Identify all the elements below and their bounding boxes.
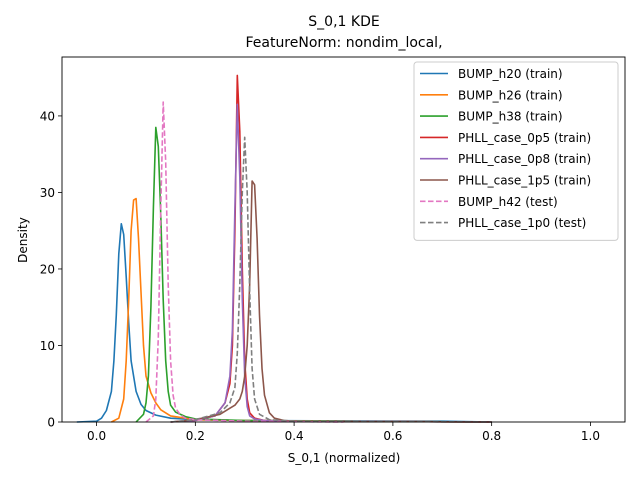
x-tick-label: 0.0 bbox=[87, 429, 106, 443]
x-tick-label: 0.4 bbox=[285, 429, 304, 443]
legend-label-5: PHLL_case_1p5 (train) bbox=[458, 174, 591, 188]
legend-box bbox=[413, 61, 619, 241]
y-tick-label: 30 bbox=[40, 186, 55, 200]
legend: BUMP_h20 (train) BUMP_h26 (train) BUMP_h38… bbox=[413, 61, 619, 241]
series-line-5 bbox=[170, 180, 492, 423]
x-tick-label: 0.2 bbox=[186, 429, 205, 443]
legend-label-2: BUMP_h38 (train) bbox=[458, 110, 563, 124]
legend-label-4: PHLL_case_0p8 (train) bbox=[458, 152, 591, 166]
legend-label-3: PHLL_case_0p5 (train) bbox=[458, 131, 591, 145]
legend-label-0: BUMP_h20 (train) bbox=[458, 67, 563, 81]
y-tick-label: 0 bbox=[47, 416, 55, 430]
legend-label-6: BUMP_h42 (test) bbox=[458, 195, 558, 209]
series-line-6 bbox=[145, 101, 344, 423]
plot-area: 0.0 0.2 0.4 0.6 0.8 1.0 0 10 20 30 40 bbox=[40, 56, 626, 443]
y-tick-label: 10 bbox=[40, 339, 55, 353]
y-tick-label: 40 bbox=[40, 109, 55, 123]
x-tick-label: 0.6 bbox=[383, 429, 402, 443]
legend-label-7: PHLL_case_1p0 (test) bbox=[458, 216, 586, 230]
legend-label-1: BUMP_h26 (train) bbox=[458, 88, 563, 102]
x-tick-label: 1.0 bbox=[581, 429, 600, 443]
x-tick-label: 0.8 bbox=[482, 429, 501, 443]
x-axis-label: S_0,1 (normalized) bbox=[288, 451, 401, 465]
chart-title: S_0,1 KDE bbox=[308, 14, 379, 30]
axes-frame bbox=[61, 56, 626, 423]
series-line-7 bbox=[170, 136, 492, 423]
y-axis-label: Density bbox=[16, 217, 30, 263]
y-tick-label: 20 bbox=[40, 262, 55, 276]
chart-subtitle: FeatureNorm: nondim_local, bbox=[245, 35, 442, 51]
